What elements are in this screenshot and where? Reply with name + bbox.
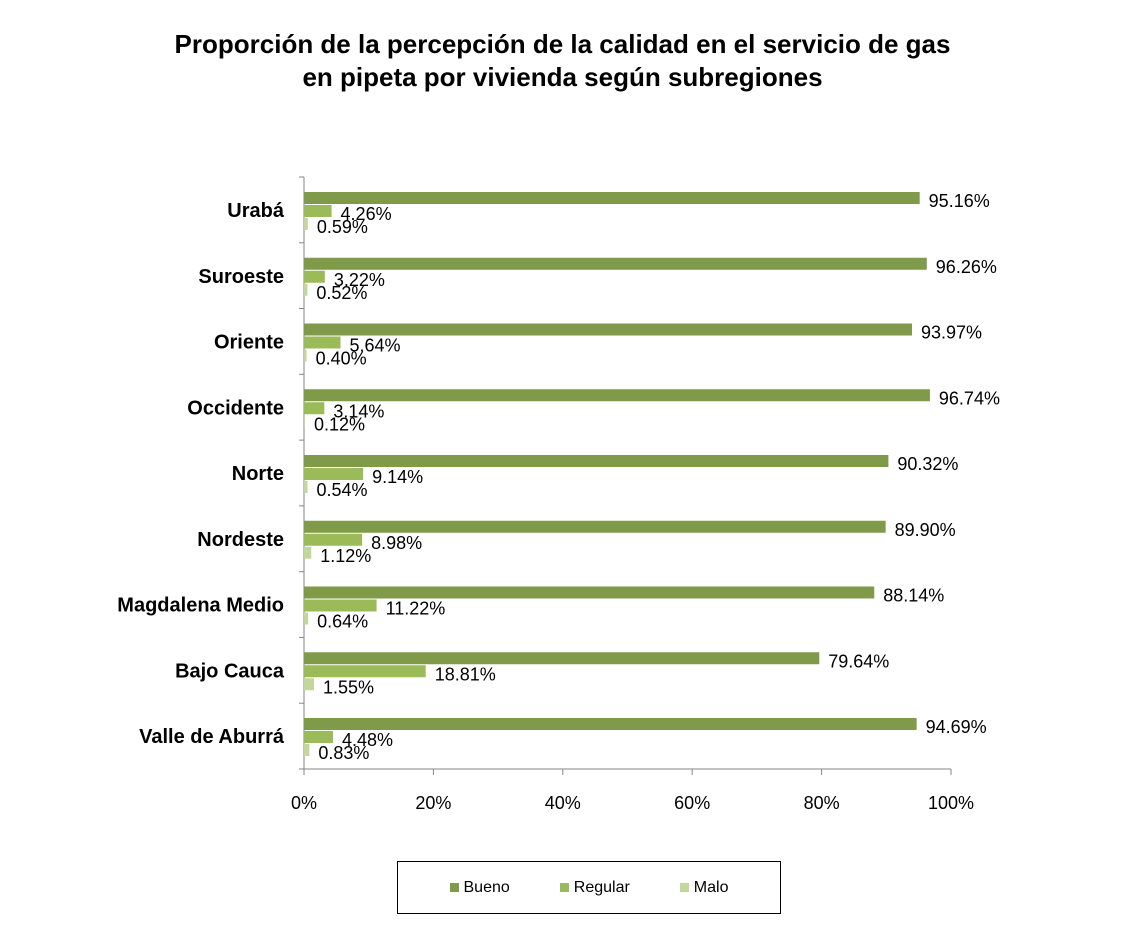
- bar-malo-valle-de-aburra: [304, 744, 310, 756]
- bar-regular-uraba: [304, 205, 332, 217]
- legend-item-malo: Malo: [679, 878, 729, 897]
- data-label-malo-uraba: 0.59%: [317, 217, 368, 237]
- bar-malo-suroeste: [304, 283, 308, 296]
- x-tick-label: 20%: [415, 793, 451, 813]
- legend-swatch-malo: [679, 883, 689, 892]
- data-label-regular-magdalena-medio: 11.22%: [386, 599, 446, 619]
- category-label-norte: Norte: [232, 463, 284, 485]
- data-label-bueno-oriente: 93.97%: [921, 323, 982, 343]
- data-label-regular-suroeste: 3.22%: [334, 270, 385, 290]
- legend-label-regular: Regular: [573, 878, 630, 896]
- legend-label-bueno: Bueno: [463, 878, 510, 896]
- bar-regular-nordeste: [304, 533, 363, 546]
- x-tick-label: 80%: [804, 793, 840, 813]
- plot-area: 0% 20% 40% 60% 80% 100% Urabá 95.16% 4.26%0.59% S…: [117, 176, 1000, 813]
- x-tick-label: 40%: [545, 793, 581, 813]
- data-label-malo-bajo-cauca: 1.55%: [323, 677, 374, 697]
- data-label-malo-nordeste: 1.12%: [320, 546, 371, 566]
- data-label-regular-valle-de-aburra: 4.48%: [342, 730, 393, 750]
- data-label-bueno-valle-de-aburra: 94.69%: [926, 717, 987, 737]
- bar-malo-uraba: [304, 218, 308, 230]
- data-label-bueno-nordeste: 89.90%: [895, 520, 956, 540]
- legend-swatch-regular: [559, 883, 569, 892]
- bar-bueno-suroeste: [304, 257, 927, 270]
- bar-regular-norte: [304, 468, 364, 480]
- category-label-suroeste: Suroeste: [198, 266, 284, 288]
- data-label-bueno-norte: 90.32%: [897, 454, 958, 474]
- data-label-regular-uraba: 4.26%: [341, 204, 392, 224]
- data-label-malo-oriente: 0.40%: [316, 349, 367, 369]
- bar-bueno-oriente: [304, 323, 912, 336]
- legend-swatch-bueno: [449, 883, 459, 892]
- data-label-regular-norte: 9.14%: [372, 467, 423, 487]
- bar-regular-bajo-cauca: [304, 665, 426, 678]
- data-label-bueno-suroeste: 96.26%: [936, 257, 997, 277]
- legend: Bueno Regular Malo: [397, 861, 781, 914]
- data-label-malo-magdalena-medio: 0.64%: [317, 612, 368, 632]
- category-label-occidente: Occidente: [187, 397, 284, 419]
- bar-bueno-bajo-cauca: [304, 652, 820, 665]
- category-label-uraba: Urabá: [227, 200, 285, 222]
- data-label-malo-valle-de-aburra: 0.83%: [318, 743, 369, 763]
- data-label-malo-occidente: 0.12%: [314, 414, 365, 434]
- legend-item-regular: Regular: [559, 878, 630, 897]
- x-tick-label: 100%: [928, 793, 974, 813]
- data-label-malo-norte: 0.54%: [316, 480, 367, 500]
- chart-title-line-2: en pipeta por vivienda según subregiones: [302, 62, 823, 92]
- x-tick-label: 60%: [674, 793, 710, 813]
- data-label-bueno-occidente: 96.74%: [939, 388, 1000, 408]
- data-label-regular-bajo-cauca: 18.81%: [435, 664, 496, 684]
- data-label-regular-nordeste: 8.98%: [371, 533, 422, 553]
- bar-bueno-nordeste: [304, 520, 886, 533]
- bar-malo-bajo-cauca: [304, 678, 315, 691]
- bar-malo-norte: [304, 481, 308, 493]
- bar-malo-nordeste: [304, 546, 312, 559]
- category-label-oriente: Oriente: [214, 332, 284, 354]
- bar-malo-oriente: [304, 349, 307, 362]
- bar-malo-occidente: [304, 415, 305, 428]
- category-label-valle-de-aburra: Valle de Aburrá: [139, 726, 285, 748]
- data-label-malo-suroeste: 0.52%: [316, 283, 367, 303]
- data-label-bueno-magdalena-medio: 88.14%: [883, 586, 944, 606]
- bar-regular-valle-de-aburra: [304, 731, 333, 743]
- bar-regular-suroeste: [304, 270, 325, 283]
- category-label-bajo-cauca: Bajo Cauca: [175, 660, 285, 682]
- data-label-regular-oriente: 5.64%: [349, 336, 400, 356]
- legend-label-malo: Malo: [693, 878, 729, 896]
- bar-bueno-uraba: [304, 192, 920, 204]
- category-label-nordeste: Nordeste: [197, 529, 284, 551]
- chart-title-line-1: Proporción de la percepción de la calida…: [174, 29, 951, 59]
- bar-malo-magdalena-medio: [304, 612, 309, 625]
- data-label-regular-occidente: 3.14%: [333, 401, 384, 421]
- data-label-bueno-uraba: 95.16%: [929, 191, 990, 211]
- data-label-bueno-bajo-cauca: 79.64%: [828, 651, 889, 671]
- bar-bueno-valle-de-aburra: [304, 718, 917, 730]
- bar-regular-occidente: [304, 402, 325, 415]
- bar-bueno-norte: [304, 455, 889, 467]
- x-tick-label: 0%: [291, 793, 317, 813]
- category-label-magdalena-medio: Magdalena Medio: [117, 595, 284, 617]
- bar-bueno-occidente: [304, 389, 930, 402]
- bar-regular-oriente: [304, 336, 341, 349]
- legend-item-bueno: Bueno: [449, 878, 510, 897]
- bar-bueno-magdalena-medio: [304, 586, 875, 599]
- bar-regular-magdalena-medio: [304, 599, 377, 612]
- chart-title: Proporción de la percepción de la calida…: [0, 28, 1125, 94]
